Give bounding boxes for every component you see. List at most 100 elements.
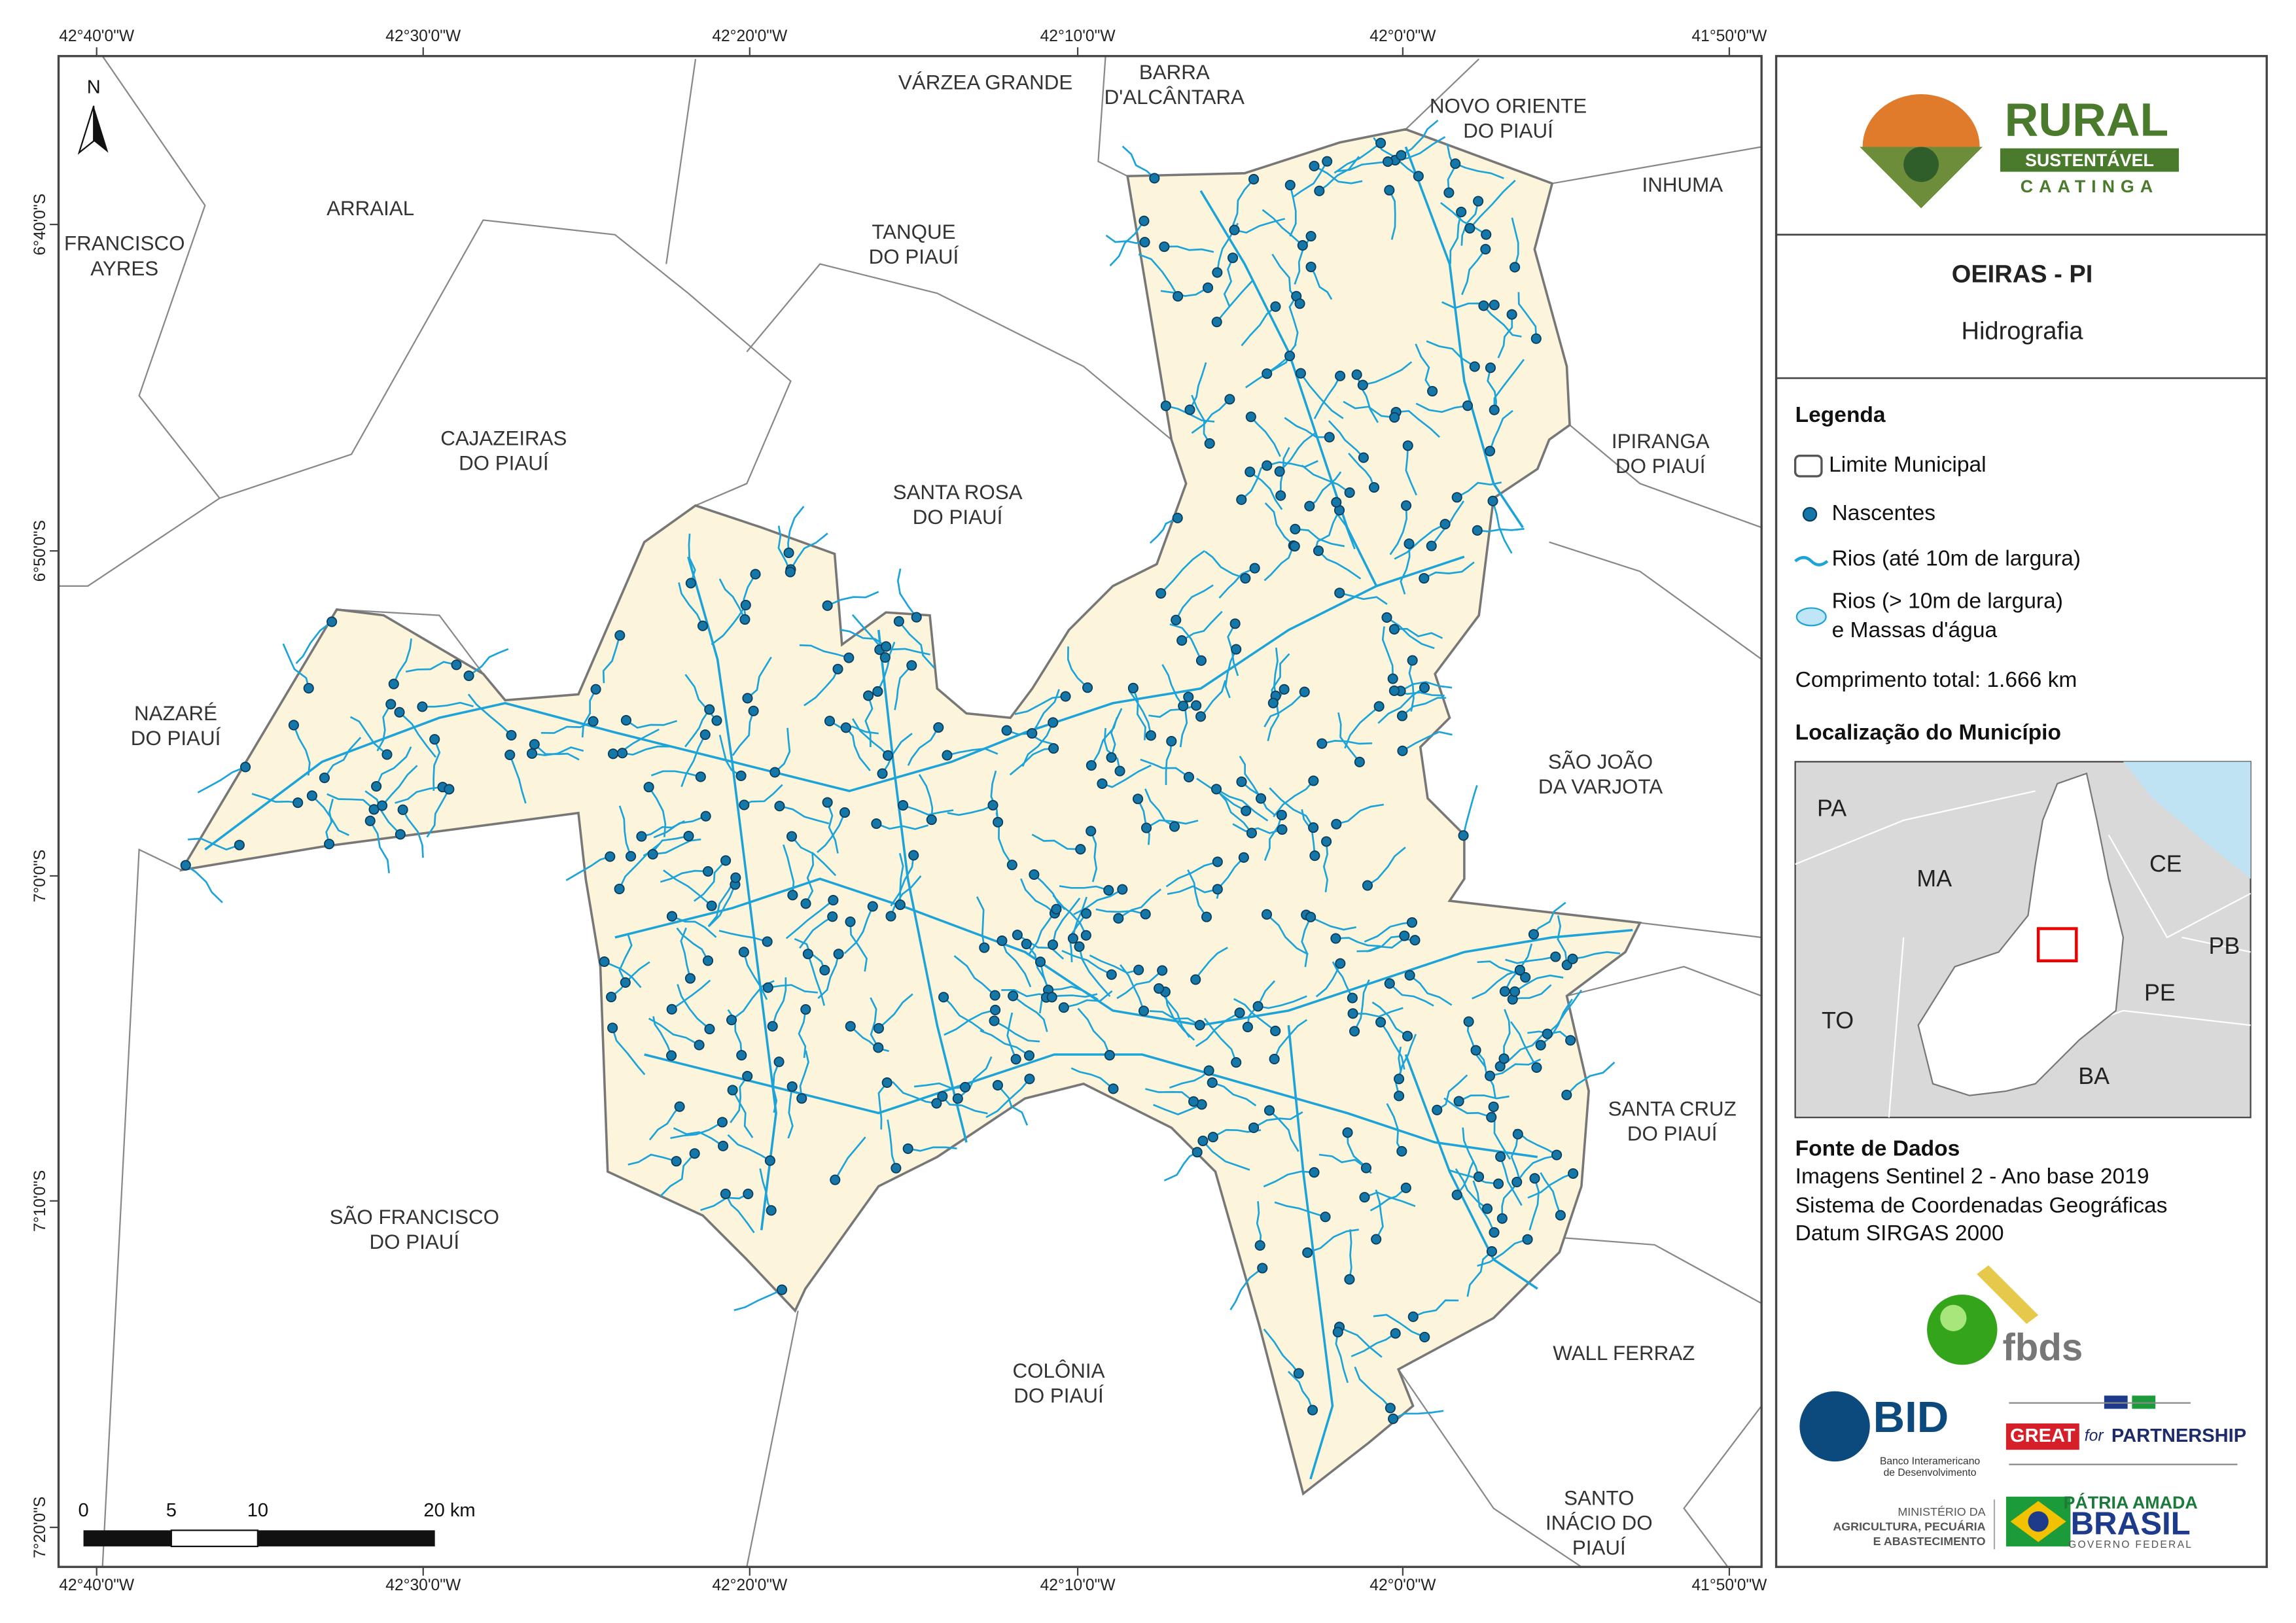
tributary: [1466, 1250, 1492, 1297]
tributary: [349, 716, 388, 756]
tributary: [1349, 1229, 1352, 1280]
spring: [1528, 929, 1540, 940]
spring: [1210, 784, 1222, 795]
tributary: [1375, 1189, 1384, 1240]
spring: [739, 614, 751, 625]
logo-title: RURAL: [2005, 94, 2169, 147]
tributary: [1503, 1009, 1511, 1059]
tributary: [1203, 1017, 1237, 1063]
spring: [1383, 156, 1394, 167]
spring: [711, 715, 722, 726]
place-label: CAJAZEIRAS: [440, 427, 567, 449]
spring: [1480, 243, 1491, 254]
logo-band: SUSTENTÁVEL: [2025, 150, 2154, 170]
spring: [882, 750, 894, 761]
spring: [769, 767, 781, 778]
left-coord-label: 7°10'0"S: [31, 1170, 49, 1232]
place-label: SANTA ROSA: [893, 481, 1023, 504]
tributary: [1335, 803, 1385, 826]
spring: [1550, 951, 1561, 962]
tributary: [1031, 689, 1060, 734]
spring: [614, 883, 625, 894]
tributary: [1218, 567, 1256, 599]
tributary: [817, 812, 846, 853]
spring: [588, 716, 599, 727]
spring: [881, 641, 892, 652]
tributary: [947, 748, 998, 756]
tributary: [282, 643, 310, 689]
tributary: [864, 695, 874, 748]
tributary: [1364, 1191, 1416, 1208]
legend-item: Rios (> 10m de largura): [1832, 589, 2063, 613]
spring: [1426, 540, 1437, 551]
tributary: [1269, 787, 1315, 828]
tributary: [1263, 1328, 1299, 1374]
tributary: [426, 788, 450, 838]
spring: [1432, 1104, 1443, 1115]
tributary: [1517, 292, 1538, 339]
spring: [1029, 869, 1040, 881]
tributary: [1386, 1103, 1403, 1152]
tributary: [1175, 584, 1214, 621]
side-panel: RURAL SUSTENTÁVEL CAATINGA OEIRAS - PI H…: [1775, 55, 2268, 1568]
tributary: [660, 1153, 696, 1197]
spring: [1229, 224, 1240, 236]
place-label: D'ALCÂNTARA: [1104, 86, 1245, 109]
place-label: DO PIAUÍ: [459, 451, 549, 474]
tributary: [1144, 788, 1175, 828]
spring: [802, 949, 813, 960]
spring: [704, 1023, 715, 1035]
tributary: [565, 856, 610, 881]
tributary: [1103, 727, 1121, 771]
spring: [959, 1081, 971, 1092]
gov: GOVERNO FEDERAL: [2068, 1539, 2193, 1550]
tributary: [1250, 416, 1281, 457]
north-arrow: N: [77, 77, 109, 155]
tributary: [1231, 179, 1255, 227]
scale-label: 0: [78, 1500, 88, 1521]
spring: [1248, 173, 1260, 185]
tributary: [610, 961, 650, 998]
tributary: [611, 1027, 646, 1075]
spring: [1489, 1227, 1500, 1238]
tributary: [790, 532, 828, 570]
tributary: [1181, 610, 1223, 642]
spring: [1384, 978, 1395, 989]
tributary: [1284, 417, 1330, 438]
tributary: [718, 735, 742, 777]
tributary: [1514, 1128, 1557, 1156]
spring: [685, 578, 696, 589]
spring: [1194, 1019, 1205, 1031]
tributary: [1059, 885, 1109, 892]
tributary: [1077, 1007, 1111, 1056]
spring: [1389, 412, 1400, 423]
tributary: [877, 641, 896, 692]
spring: [824, 716, 836, 727]
tributary: [1398, 1034, 1417, 1079]
spring: [827, 911, 838, 922]
tributary: [993, 1020, 1040, 1043]
tributary: [627, 1153, 677, 1166]
tributary: [1351, 1333, 1396, 1357]
spring: [1499, 986, 1510, 997]
spring: [1257, 1263, 1268, 1274]
spring: [1510, 262, 1521, 273]
spring: [1321, 836, 1332, 847]
tributary: [894, 665, 913, 710]
spring: [1234, 1007, 1245, 1019]
tributary: [759, 1168, 772, 1211]
tributary: [1443, 1097, 1492, 1119]
tributary: [1258, 995, 1307, 1009]
tributary: [1392, 1410, 1444, 1420]
tributary: [1266, 913, 1309, 956]
tributary: [1145, 1088, 1194, 1102]
north-label: N: [87, 77, 101, 98]
spring: [1012, 930, 1023, 941]
tributary: [727, 1134, 771, 1162]
tributary: [976, 896, 985, 948]
tributary: [947, 804, 994, 816]
tributary: [834, 1136, 866, 1181]
bid-sub: Banco Interamericano: [1880, 1456, 1980, 1467]
spring: [377, 800, 388, 811]
tributary: [1315, 963, 1341, 998]
